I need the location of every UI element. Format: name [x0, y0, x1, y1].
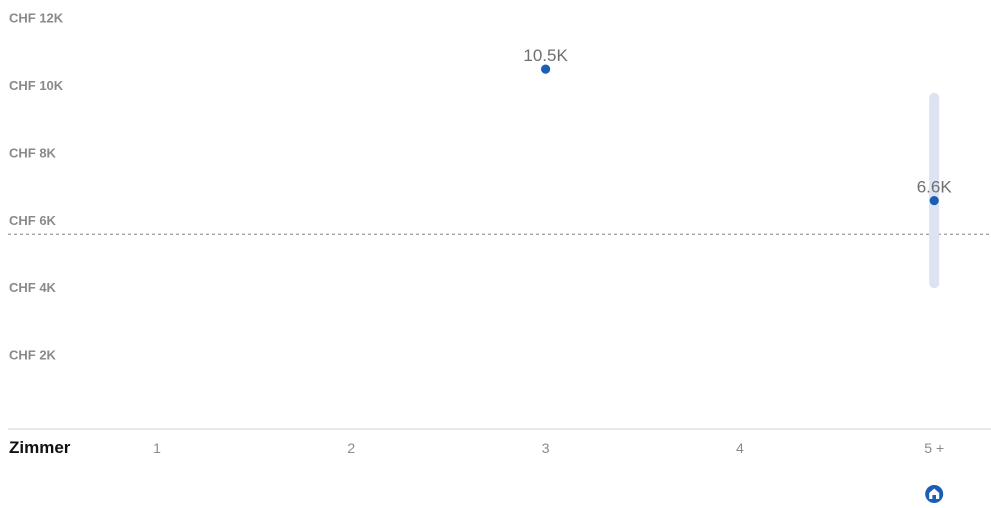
- x-tick-label: 2: [347, 440, 355, 456]
- data-points: 10.5K 6.6K: [523, 46, 953, 206]
- data-point[interactable]: [929, 195, 939, 206]
- y-axis: CHF 2K CHF 4K CHF 6K CHF 8K CHF 10K CHF 12K: [9, 11, 64, 363]
- home-icon-door: [932, 495, 936, 499]
- data-label: 10.5K: [523, 46, 568, 65]
- y-tick-label: CHF 12K: [9, 11, 64, 26]
- x-tick-label: 1: [153, 440, 161, 456]
- data-point[interactable]: [541, 64, 551, 74]
- y-tick-label: CHF 10K: [9, 78, 64, 93]
- range-bars: [929, 92, 940, 289]
- x-tick-label: 4: [736, 440, 744, 456]
- y-tick-label: CHF 8K: [9, 145, 57, 160]
- home-icon[interactable]: [925, 485, 944, 503]
- x-axis: 1 2 3 4 5 +: [153, 440, 944, 456]
- x-tick-label: 3: [542, 440, 550, 456]
- range-bar: [929, 92, 940, 289]
- x-tick-label: 5 +: [924, 440, 944, 456]
- home-icon-shape: [929, 488, 940, 499]
- x-axis-title: Zimmer: [9, 438, 71, 457]
- y-tick-label: CHF 6K: [9, 213, 57, 228]
- y-tick-label: CHF 2K: [9, 348, 57, 363]
- y-tick-label: CHF 4K: [9, 280, 57, 295]
- data-label: 6.6K: [917, 178, 953, 197]
